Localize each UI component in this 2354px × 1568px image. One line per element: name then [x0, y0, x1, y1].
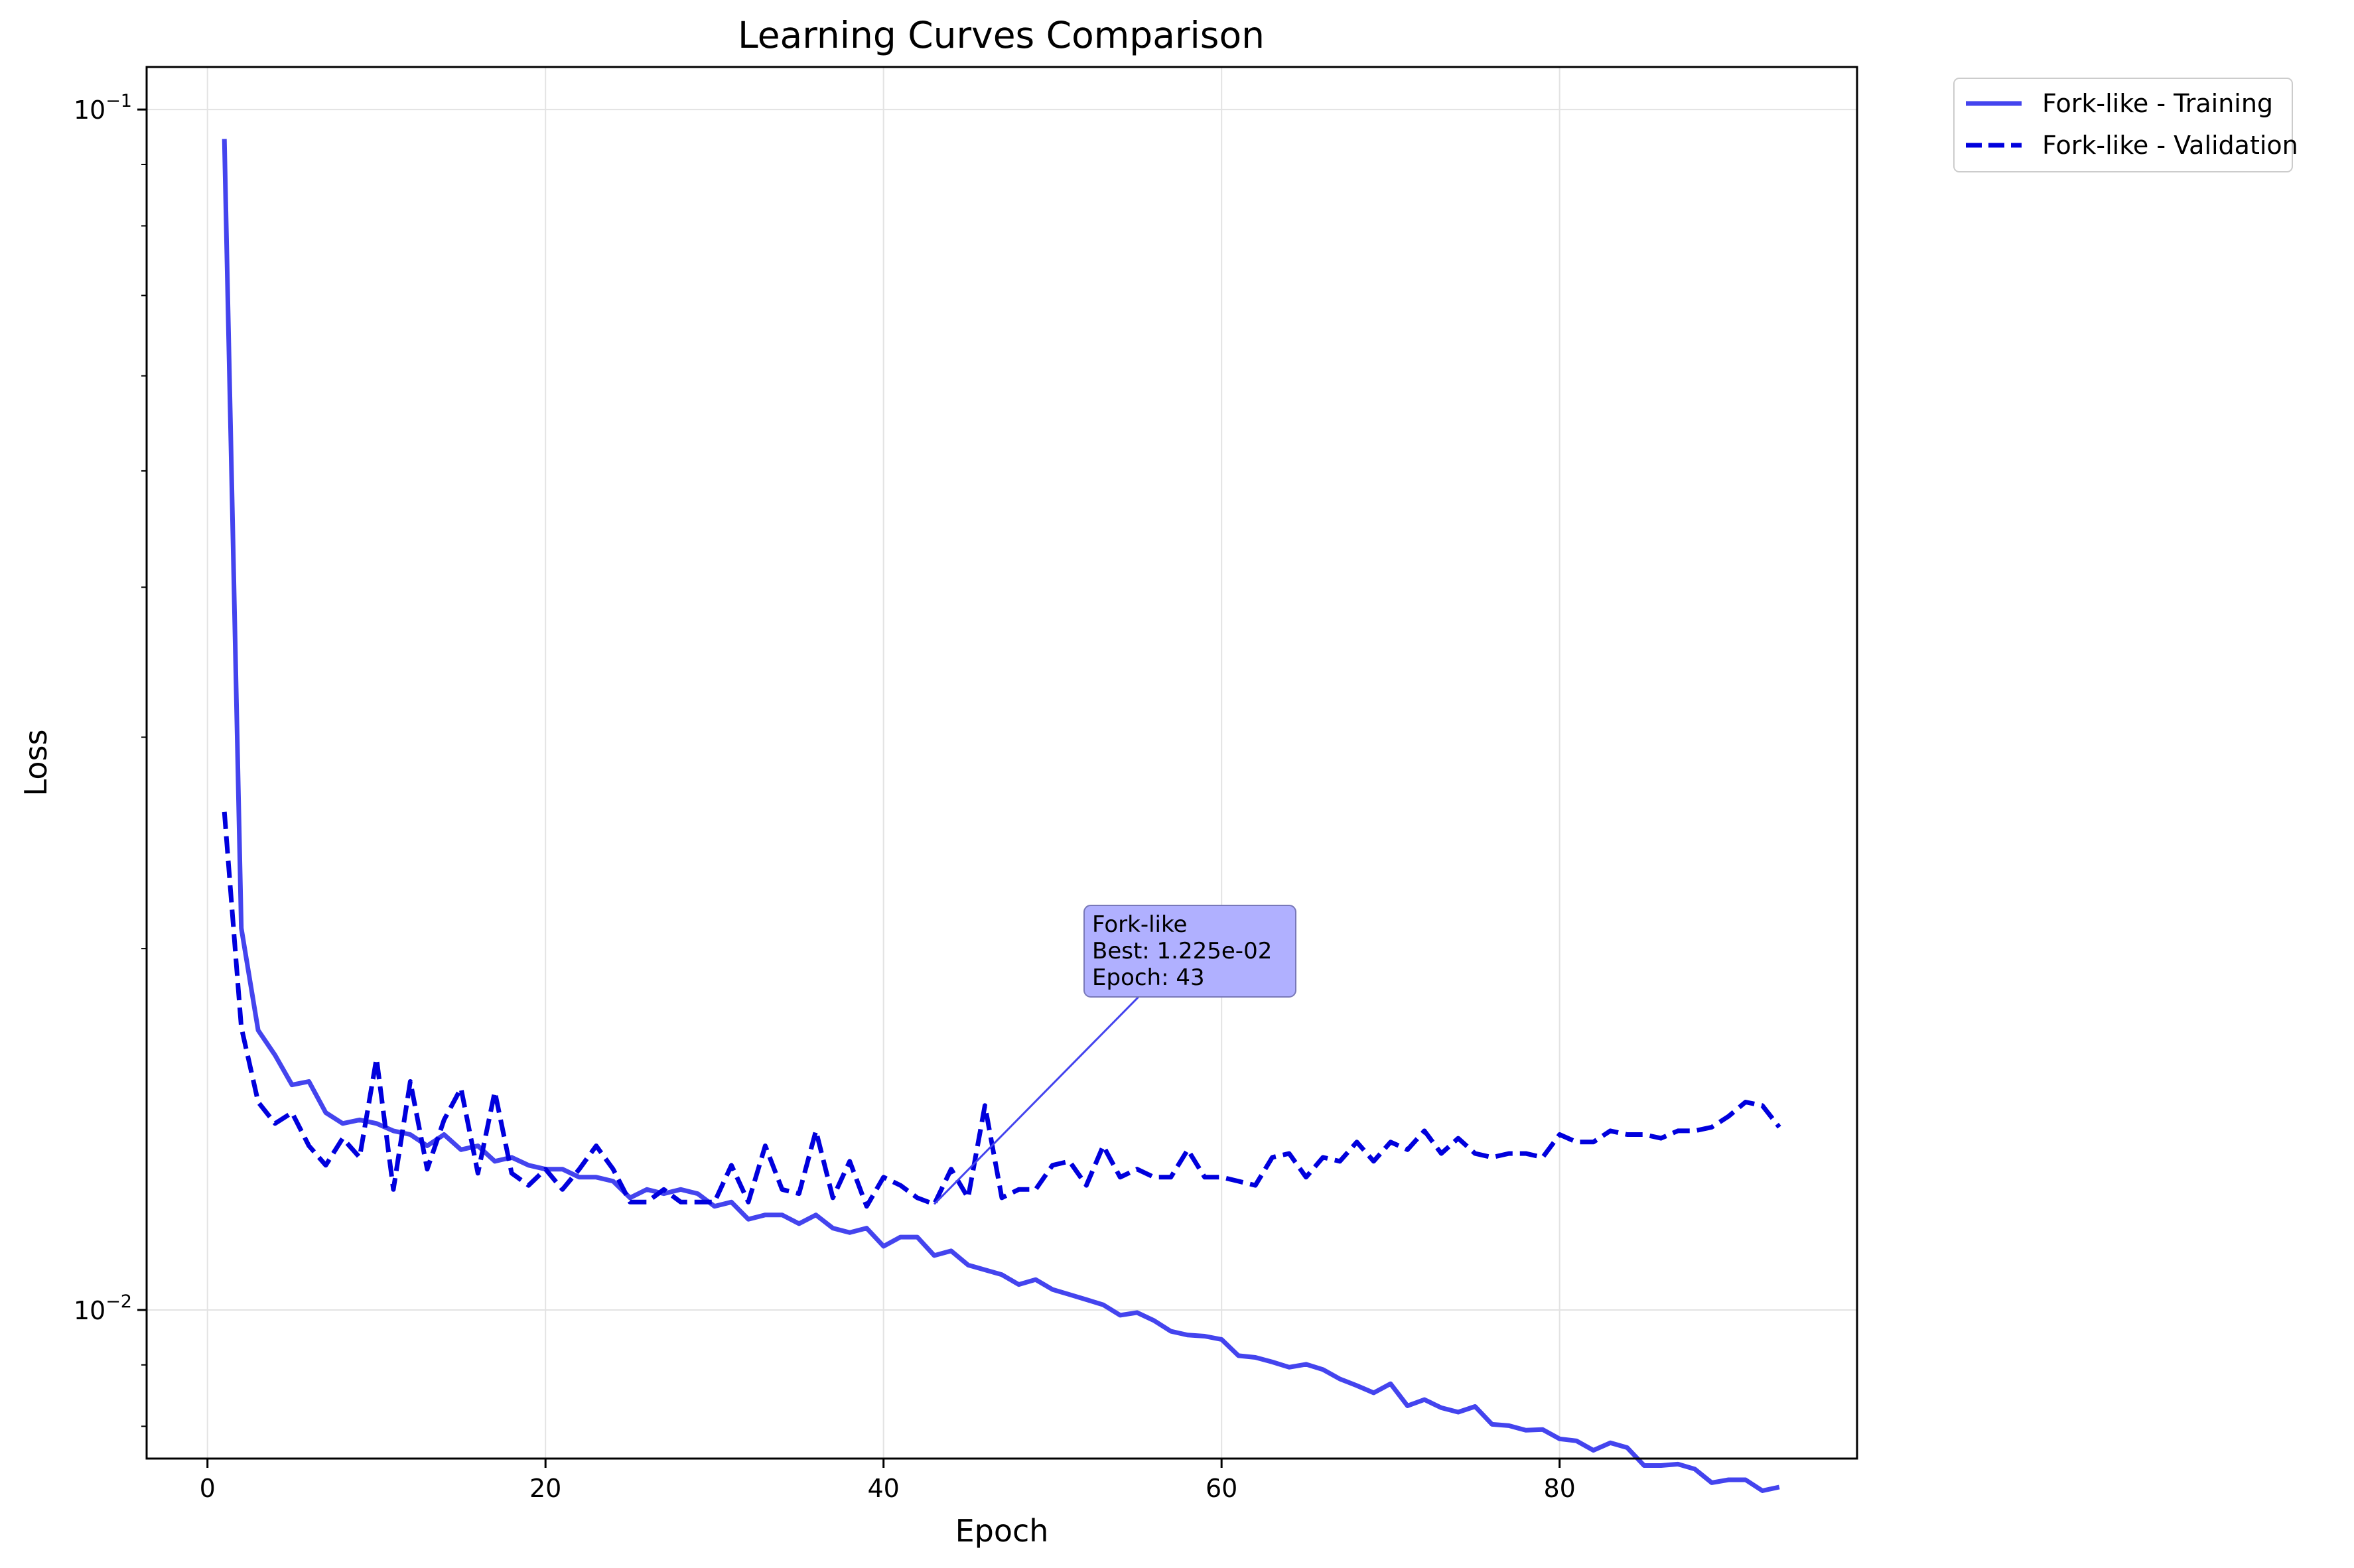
series-group	[222, 139, 1781, 1493]
x-tick-label: 40	[868, 1474, 900, 1503]
legend-label: Fork-like - Training	[2042, 89, 2273, 118]
annotation-line: Best: 1.225e-02	[1092, 938, 1272, 964]
y-tick-label: 10−2	[74, 1291, 132, 1325]
legend-label: Fork-like - Validation	[2042, 131, 2298, 160]
chart-title: Learning Curves Comparison	[738, 14, 1265, 56]
validation-loss-line	[222, 811, 1781, 1209]
annotation-arrow	[934, 996, 1140, 1205]
plot-frame	[145, 66, 1858, 1460]
x-tick-label: 0	[200, 1474, 216, 1503]
grid-lines	[147, 67, 1857, 1459]
x-tick-label: 80	[1543, 1474, 1575, 1503]
y-axis-label: Loss	[18, 730, 54, 797]
annotation-box	[1083, 905, 1296, 998]
x-tick-label: 60	[1206, 1474, 1237, 1503]
annotation-line: Fork-like	[1092, 911, 1187, 938]
annotation-line: Epoch: 43	[1092, 964, 1205, 991]
x-tick-label: 20	[529, 1474, 561, 1503]
x-axis-label: Epoch	[955, 1513, 1049, 1549]
legend-box	[1953, 78, 2293, 172]
legend: Fork-like - Training Fork-like - Validati…	[1953, 78, 2298, 172]
